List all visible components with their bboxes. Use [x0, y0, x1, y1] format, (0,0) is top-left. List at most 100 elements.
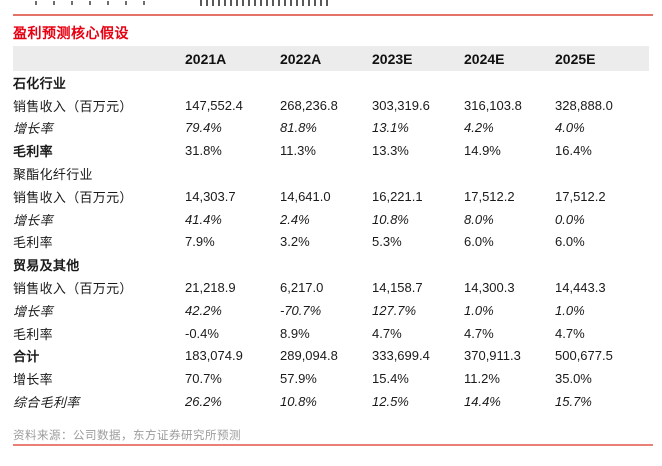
- cell-2021a: [185, 253, 280, 276]
- column-header-2025e: 2025E: [555, 50, 596, 67]
- row-label: 增长率: [13, 372, 53, 388]
- cell-2022a: 6,217.0: [280, 280, 324, 296]
- cell-2025e: 1.0%: [555, 302, 585, 318]
- row-label: 销售收入（百万元）: [13, 281, 133, 297]
- column-header-empty: [13, 46, 185, 71]
- row-label: 毛利率: [13, 326, 53, 342]
- cell-2022a: [280, 71, 372, 94]
- row-label: 增长率: [13, 121, 53, 137]
- cell-2022a: 57.9%: [280, 371, 317, 387]
- cell-2023e: 12.5%: [372, 394, 409, 410]
- table-row: 聚酯化纤行业: [13, 162, 649, 185]
- row-label: 贸易及其他: [13, 258, 80, 274]
- row-label: 合计: [13, 349, 40, 365]
- cell-2023e: 127.7%: [372, 302, 417, 318]
- cell-2022a: 11.3%: [280, 143, 316, 159]
- cell-2025e: [555, 71, 649, 94]
- cell-2025e: 4.0%: [555, 120, 585, 136]
- clipped-text-fragment: [0, 0, 662, 7]
- column-header-2021a: 2021A: [185, 50, 227, 67]
- cell-2024e: 1.0%: [464, 302, 494, 318]
- cell-2024e: 316,103.8: [464, 97, 522, 113]
- cell-2021a: 183,074.9: [185, 348, 243, 364]
- table-title: 盈利预测核心假设: [13, 25, 129, 41]
- cell-2022a: 14,641.0: [280, 188, 331, 204]
- cell-2023e: [372, 162, 464, 185]
- table-row: 增长率 42.2% -70.7% 127.7% 1.0% 1.0%: [13, 299, 649, 322]
- cell-2024e: [464, 253, 555, 276]
- table-row: 销售收入（百万元） 21,218.9 6,217.0 14,158.7 14,3…: [13, 276, 649, 299]
- cell-2023e: 5.3%: [372, 234, 402, 250]
- cell-2024e: 4.2%: [464, 120, 494, 136]
- top-red-rule: [13, 14, 653, 16]
- cell-2021a: 31.8%: [185, 143, 222, 159]
- cell-2025e: [555, 253, 649, 276]
- cell-2023e: 303,319.6: [372, 97, 430, 113]
- cell-2023e: 14,158.7: [372, 280, 423, 296]
- cell-2024e: [464, 71, 555, 94]
- column-header-2022a: 2022A: [280, 50, 322, 67]
- cell-2021a: [185, 71, 280, 94]
- cell-2021a: 42.2%: [185, 302, 222, 318]
- clipped-text-marks-left: [35, 1, 145, 5]
- column-header-2024e: 2024E: [464, 50, 505, 67]
- table-row: 销售收入（百万元） 147,552.4 268,236.8 303,319.6 …: [13, 94, 649, 117]
- cell-2022a: -70.7%: [280, 302, 322, 318]
- cell-2025e: 4.7%: [555, 325, 585, 341]
- column-header-2023e: 2023E: [372, 50, 413, 67]
- cell-2023e: 13.3%: [372, 143, 409, 159]
- cell-2023e: [372, 71, 464, 94]
- table-row: 增长率 41.4% 2.4% 10.8% 8.0% 0.0%: [13, 208, 649, 231]
- bottom-red-rule: [13, 444, 653, 446]
- cell-2024e: [464, 162, 555, 185]
- cell-2025e: 500,677.5: [555, 348, 613, 364]
- cell-2024e: 4.7%: [464, 325, 494, 341]
- cell-2022a: 81.8%: [280, 120, 317, 136]
- cell-2021a: 26.2%: [185, 394, 222, 410]
- forecast-table: 2021A 2022A 2023E 2024E 2025E 石化行业 销售收入（…: [13, 46, 649, 413]
- cell-2024e: 14.4%: [464, 394, 501, 410]
- row-label: 增长率: [13, 212, 53, 228]
- table-row: 增长率 79.4% 81.8% 13.1% 4.2% 4.0%: [13, 117, 649, 140]
- cell-2025e: 14,443.3: [555, 280, 606, 296]
- cell-2021a: 147,552.4: [185, 97, 243, 113]
- row-label: 毛利率: [13, 144, 53, 160]
- cell-2025e: 328,888.0: [555, 97, 613, 113]
- table-header: 2021A 2022A 2023E 2024E 2025E: [13, 46, 649, 71]
- cell-2022a: [280, 162, 372, 185]
- cell-2022a: 268,236.8: [280, 97, 338, 113]
- cell-2022a: [280, 253, 372, 276]
- cell-2022a: 2.4%: [280, 211, 310, 227]
- cell-2024e: 370,911.3: [464, 348, 521, 364]
- cell-2021a: 79.4%: [185, 120, 222, 136]
- clipped-text-marks-right: [200, 0, 332, 6]
- cell-2024e: 14,300.3: [464, 280, 515, 296]
- table-row: 毛利率 31.8% 11.3% 13.3% 14.9% 16.4%: [13, 139, 649, 162]
- cell-2022a: 10.8%: [280, 394, 317, 410]
- cell-2025e: 15.7%: [555, 394, 592, 410]
- cell-2024e: 14.9%: [464, 143, 501, 159]
- cell-2023e: [372, 253, 464, 276]
- cell-2024e: 11.2%: [464, 371, 500, 387]
- table-row: 销售收入（百万元） 14,303.7 14,641.0 16,221.1 17,…: [13, 185, 649, 208]
- cell-2024e: 17,512.2: [464, 188, 515, 204]
- cell-2021a: 41.4%: [185, 211, 222, 227]
- table-header-row: 2021A 2022A 2023E 2024E 2025E: [13, 46, 649, 71]
- cell-2023e: 15.4%: [372, 371, 409, 387]
- table-row: 石化行业: [13, 71, 649, 94]
- cell-2023e: 13.1%: [372, 120, 409, 136]
- cell-2022a: 289,094.8: [280, 348, 338, 364]
- row-label: 销售收入（百万元）: [13, 189, 133, 205]
- row-label: 综合毛利率: [13, 395, 80, 411]
- cell-2025e: 6.0%: [555, 234, 585, 250]
- table-row: 毛利率 7.9% 3.2% 5.3% 6.0% 6.0%: [13, 231, 649, 254]
- row-label: 毛利率: [13, 235, 53, 251]
- cell-2023e: 4.7%: [372, 325, 402, 341]
- cell-2021a: [185, 162, 280, 185]
- cell-2023e: 333,699.4: [372, 348, 430, 364]
- cell-2025e: [555, 162, 649, 185]
- cell-2021a: 14,303.7: [185, 188, 236, 204]
- row-label: 增长率: [13, 303, 53, 319]
- cell-2022a: 3.2%: [280, 234, 310, 250]
